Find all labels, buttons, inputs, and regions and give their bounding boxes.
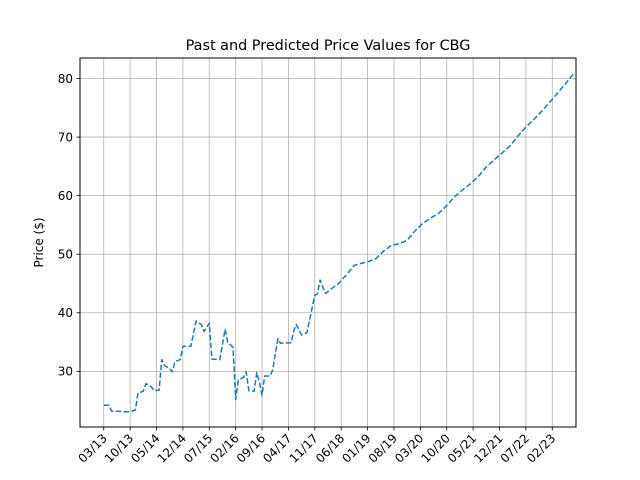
price-series-line	[103, 73, 574, 413]
chart-title: Past and Predicted Price Values for CBG	[186, 38, 471, 54]
y-tick-label: 30	[58, 365, 73, 379]
y-tick-label: 60	[58, 189, 73, 203]
grid-lines	[80, 58, 576, 427]
y-tick-label: 50	[58, 248, 73, 262]
plot-frame	[79, 57, 577, 428]
y-axis-label: Price ($)	[32, 217, 46, 267]
series-layer	[103, 73, 574, 413]
y-tick-label: 40	[58, 306, 73, 320]
y-axis: 30 40 50 60 70 80	[58, 72, 80, 379]
y-tick-label: 70	[58, 130, 73, 144]
y-tick-label: 80	[58, 72, 73, 86]
